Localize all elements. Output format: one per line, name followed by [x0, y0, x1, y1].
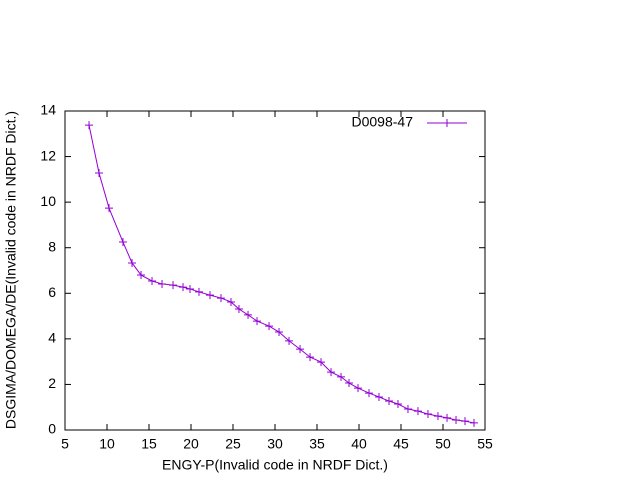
data-point: [452, 415, 461, 424]
data-point: [374, 392, 383, 401]
data-point: [95, 168, 104, 177]
x-tick-label: 50: [435, 436, 451, 452]
data-point: [118, 238, 127, 247]
data-point: [158, 279, 167, 288]
data-point: [105, 204, 114, 213]
data-point: [337, 372, 346, 381]
x-tick-label: 25: [225, 436, 241, 452]
y-tick-label: 14: [40, 102, 56, 118]
data-point: [148, 276, 157, 285]
y-axis-label: DSGIMA/DOMEGA/DE(Invalid code in NRDF Di…: [3, 111, 19, 429]
data-point: [403, 405, 412, 414]
data-point: [128, 258, 137, 267]
data-point: [461, 417, 470, 426]
x-tick-label: 5: [61, 436, 69, 452]
data-point: [275, 328, 284, 337]
legend-label: D0098-47: [352, 114, 414, 130]
data-point: [234, 305, 243, 314]
data-point: [317, 358, 326, 367]
data-point: [345, 379, 354, 388]
y-tick-label: 2: [48, 375, 56, 391]
plot-border: [64, 110, 486, 431]
data-point: [413, 407, 422, 416]
data-point: [327, 368, 336, 377]
data-point: [353, 384, 362, 393]
x-tick-label: 20: [183, 436, 199, 452]
data-point: [265, 322, 274, 331]
data-point: [364, 389, 373, 398]
y-tick-label: 0: [48, 421, 56, 437]
x-tick-label: 40: [351, 436, 367, 452]
data-point: [285, 336, 294, 345]
data-point: [306, 353, 315, 362]
data-point: [169, 281, 178, 290]
y-tick-label: 6: [48, 284, 56, 300]
data-point: [384, 397, 393, 406]
data-point: [423, 410, 432, 419]
data-point: [205, 291, 214, 300]
x-tick-label: 10: [99, 436, 115, 452]
x-axis-label: ENGY-P(Invalid code in NRDF Dict.): [162, 457, 388, 473]
data-point: [443, 413, 452, 422]
data-point: [393, 400, 402, 409]
x-tick-label: 30: [267, 436, 283, 452]
data-point: [226, 297, 235, 306]
data-point: [137, 271, 146, 280]
y-tick-label: 12: [40, 147, 56, 163]
data-point: [185, 284, 194, 293]
data-point: [469, 418, 478, 427]
x-tick-label: 35: [309, 436, 325, 452]
data-point: [85, 121, 94, 130]
x-tick-label: 55: [477, 436, 493, 452]
data-point: [433, 412, 442, 421]
y-tick-label: 8: [48, 238, 56, 254]
data-point: [244, 310, 253, 319]
data-point: [296, 345, 305, 354]
data-point: [194, 287, 203, 296]
legend-marker: [443, 119, 451, 127]
y-tick-label: 10: [40, 193, 56, 209]
data-line: [88, 125, 475, 424]
data-point: [179, 283, 188, 292]
x-tick-label: 45: [393, 436, 409, 452]
y-tick-label: 4: [48, 330, 56, 346]
data-point: [216, 294, 225, 303]
data-point: [253, 317, 262, 326]
x-tick-label: 15: [141, 436, 157, 452]
